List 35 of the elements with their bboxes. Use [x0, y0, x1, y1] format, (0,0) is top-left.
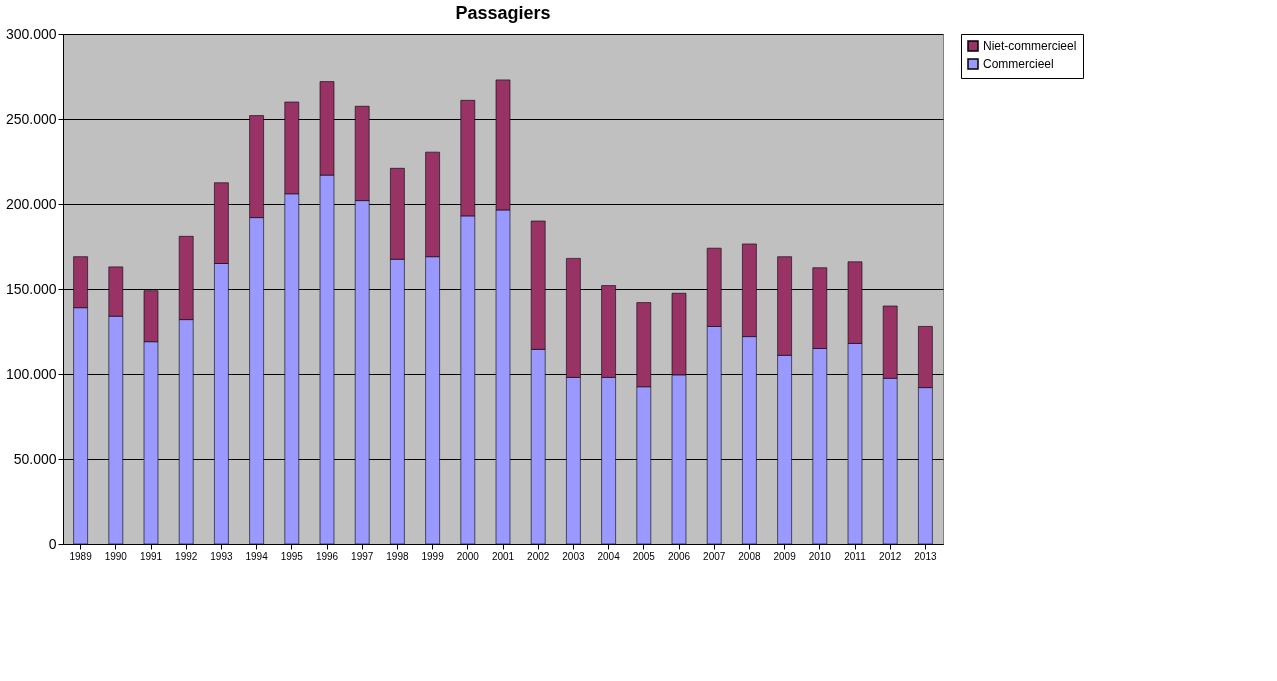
x-tick-label: 2009: [773, 550, 797, 562]
x-tick-label: 1991: [139, 550, 163, 562]
x-tick-label: 1989: [69, 550, 93, 562]
y-tick-label: 100.000: [5, 365, 57, 382]
x-tick-label: 2004: [597, 550, 621, 562]
legend-label: Niet-commercieel: [983, 39, 1077, 53]
x-tick-label: 1998: [386, 550, 409, 562]
x-tick-label: 1993: [210, 550, 233, 562]
x-tick-label: 1992: [175, 550, 198, 562]
y-tick-label: 200.000: [5, 195, 57, 212]
x-tick-label: 1995: [280, 550, 304, 562]
x-tick-label: 2006: [667, 550, 691, 562]
x-tick-label: 2001: [491, 550, 515, 562]
x-tick-label: 2013: [914, 550, 937, 562]
x-tick-label: 2011: [844, 550, 867, 562]
x-tick-label: 2000: [456, 550, 480, 562]
y-tick-label: 150.000: [5, 280, 57, 297]
x-tick-label: 1999: [421, 550, 445, 562]
y-tick-label: 0: [48, 535, 57, 552]
x-tick-label: 2008: [738, 550, 761, 562]
x-tick-label: 2002: [527, 550, 550, 562]
x-tick-label: 1996: [315, 550, 339, 562]
legend-label: Commercieel: [983, 57, 1054, 71]
x-tick-label: 2007: [703, 550, 726, 562]
x-tick-label: 2012: [879, 550, 902, 562]
x-tick-label: 1997: [351, 550, 374, 562]
y-tick-label: 250.000: [5, 110, 57, 127]
x-tick-label: 2005: [632, 550, 656, 562]
y-tick-label: 300.000: [5, 25, 57, 42]
x-tick-label: 2010: [808, 550, 832, 562]
x-tick-label: 1990: [104, 550, 128, 562]
chart-title: Passagiers: [455, 3, 551, 23]
y-tick-label: 50.000: [13, 450, 57, 467]
x-tick-label: 2003: [562, 550, 585, 562]
x-tick-label: 1994: [245, 550, 269, 562]
